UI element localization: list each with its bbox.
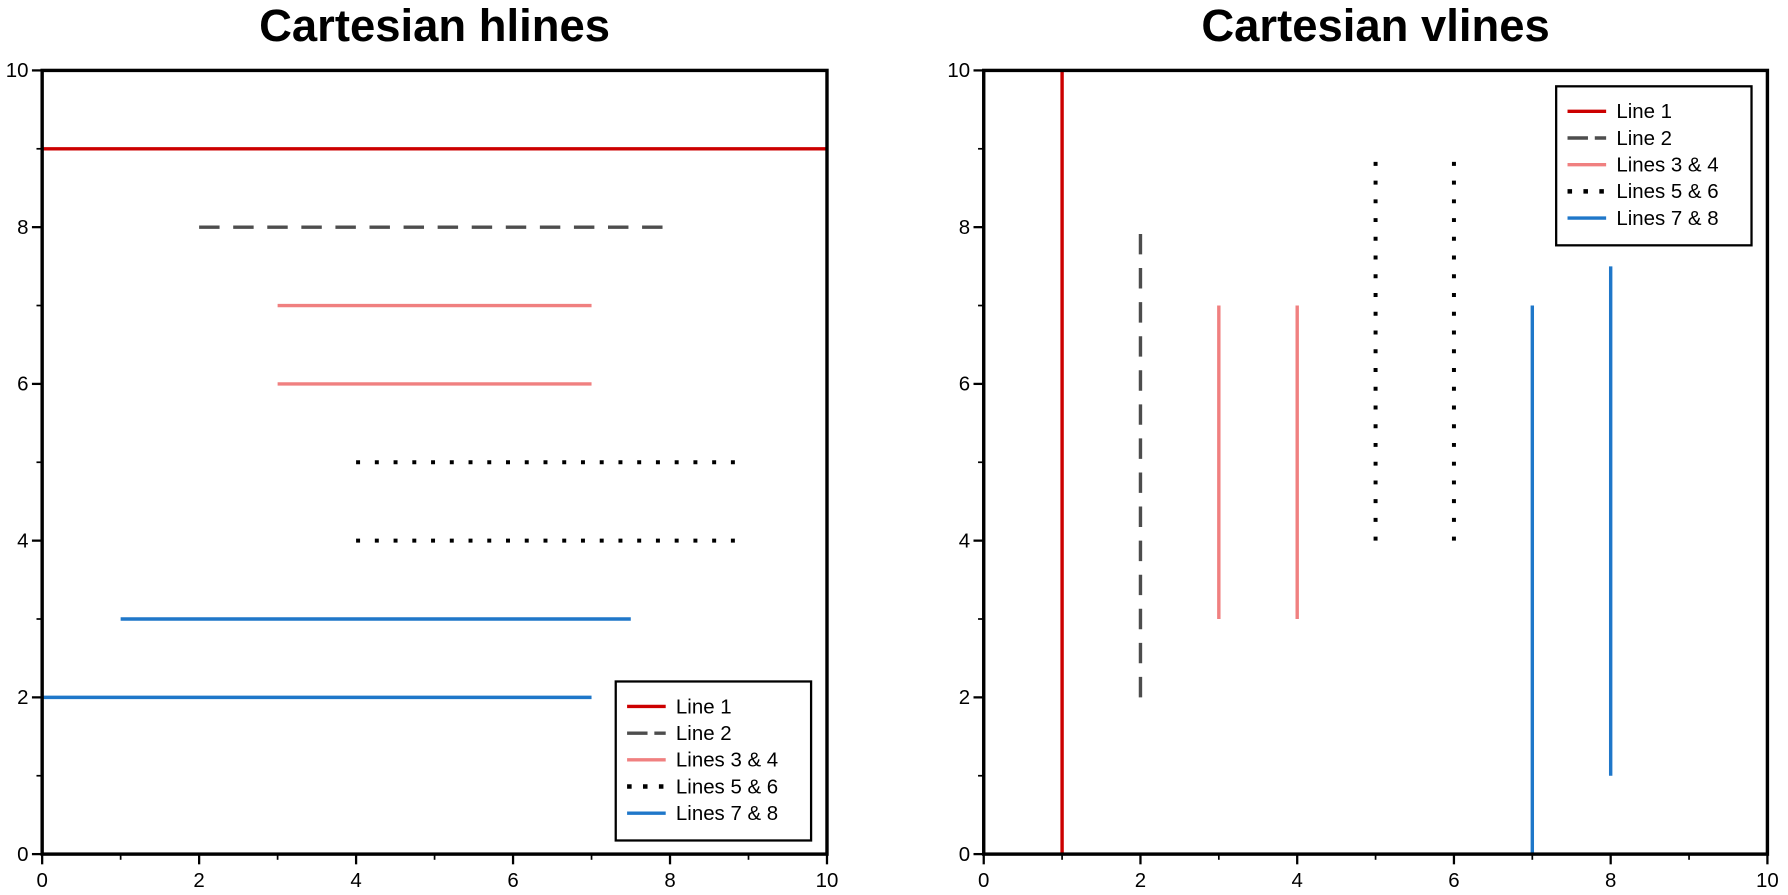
y-tick-label: 8 — [17, 216, 28, 239]
x-tick-label: 4 — [1292, 869, 1303, 892]
x-tick-label: 8 — [1605, 869, 1616, 892]
legend-label: Line 2 — [676, 722, 732, 745]
x-tick-label: 2 — [1135, 869, 1146, 892]
chart: Cartesian vlines 0 2 4 6 8 10 0 2 4 6 8 10 Line 1 Line… — [947, 0, 1778, 892]
x-tick-label: 10 — [816, 869, 839, 892]
legend-label: Lines 5 & 6 — [676, 775, 778, 798]
x-tick-label: 10 — [1756, 869, 1779, 892]
y-tick-label: 6 — [17, 373, 28, 396]
legend-label: Lines 3 & 4 — [1616, 154, 1718, 177]
x-tick-label: 8 — [664, 869, 675, 892]
x-tick-label: 6 — [1448, 869, 1459, 892]
legend-label: Line 1 — [1616, 100, 1672, 123]
x-tick-label: 4 — [350, 869, 361, 892]
y-tick-label: 10 — [947, 59, 970, 82]
x-tick-label: 0 — [978, 869, 989, 892]
chart-title: Cartesian hlines — [259, 0, 610, 51]
y-tick-label: 6 — [959, 373, 970, 396]
plot-frame — [40, 68, 829, 856]
chart: Cartesian hlines 0 2 4 6 8 10 0 2 4 6 8 10 Line 1 Line… — [6, 0, 839, 892]
x-tick-label: 6 — [507, 869, 518, 892]
y-tick-label: 10 — [6, 59, 29, 82]
y-tick-label: 4 — [959, 529, 970, 552]
legend-label: Lines 3 & 4 — [676, 749, 778, 772]
x-tick-label: 0 — [36, 869, 47, 892]
y-tick-label: 8 — [959, 216, 970, 239]
y-tick-label: 0 — [17, 843, 28, 866]
legend-label: Lines 7 & 8 — [676, 802, 778, 825]
chart-title: Cartesian vlines — [1201, 0, 1549, 51]
legend-label: Lines 7 & 8 — [1616, 207, 1718, 230]
legend-label: Lines 5 & 6 — [1616, 180, 1718, 203]
legend-label: Line 2 — [1616, 127, 1672, 150]
x-tick-label: 2 — [193, 869, 204, 892]
plot-frame — [982, 68, 1770, 856]
y-tick-label: 2 — [17, 686, 28, 709]
y-tick-label: 4 — [17, 529, 28, 552]
y-tick-label: 2 — [959, 686, 970, 709]
y-tick-label: 0 — [959, 843, 970, 866]
legend-label: Line 1 — [676, 695, 732, 718]
